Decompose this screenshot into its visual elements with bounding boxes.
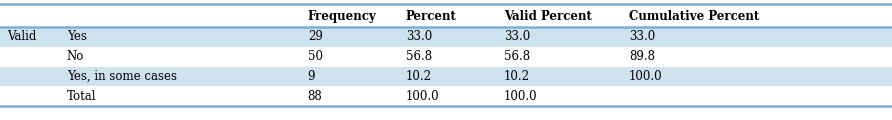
Bar bbox=[0, 86, 892, 106]
Text: 33.0: 33.0 bbox=[504, 30, 530, 43]
Text: 100.0: 100.0 bbox=[504, 90, 538, 103]
Text: Cumulative Percent: Cumulative Percent bbox=[629, 10, 759, 23]
Bar bbox=[0, 67, 892, 86]
Bar bbox=[0, 27, 892, 47]
Text: 56.8: 56.8 bbox=[406, 50, 432, 63]
Bar bbox=[0, 4, 892, 27]
Text: Valid: Valid bbox=[7, 30, 37, 43]
Text: 89.8: 89.8 bbox=[629, 50, 655, 63]
Text: 33.0: 33.0 bbox=[406, 30, 432, 43]
Bar bbox=[0, 47, 892, 67]
Text: Yes: Yes bbox=[67, 30, 87, 43]
Text: 33.0: 33.0 bbox=[629, 30, 655, 43]
Text: 100.0: 100.0 bbox=[406, 90, 440, 103]
Text: 50: 50 bbox=[308, 50, 323, 63]
Text: 56.8: 56.8 bbox=[504, 50, 530, 63]
Text: Yes, in some cases: Yes, in some cases bbox=[67, 70, 177, 83]
Text: Percent: Percent bbox=[406, 10, 457, 23]
Text: 10.2: 10.2 bbox=[406, 70, 432, 83]
Text: Frequency: Frequency bbox=[308, 10, 376, 23]
Text: 10.2: 10.2 bbox=[504, 70, 530, 83]
Text: 100.0: 100.0 bbox=[629, 70, 663, 83]
Text: 29: 29 bbox=[308, 30, 323, 43]
Text: Valid Percent: Valid Percent bbox=[504, 10, 592, 23]
Text: No: No bbox=[67, 50, 84, 63]
Text: 9: 9 bbox=[308, 70, 315, 83]
Text: Total: Total bbox=[67, 90, 96, 103]
Text: 88: 88 bbox=[308, 90, 323, 103]
